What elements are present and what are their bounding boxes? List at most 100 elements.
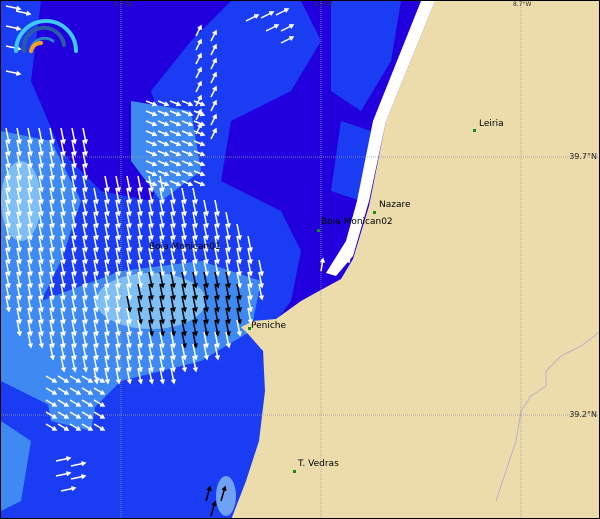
wave-arrow bbox=[247, 295, 253, 313]
wave-arrow bbox=[104, 295, 110, 313]
wave-arrow bbox=[81, 399, 94, 407]
wave-arrow bbox=[203, 199, 209, 217]
wave-arrow bbox=[126, 223, 132, 241]
wave-arrow bbox=[60, 199, 66, 217]
wave-arrow bbox=[93, 295, 99, 313]
wave-arrow bbox=[5, 199, 11, 217]
wave-arrow bbox=[195, 94, 202, 107]
wave-arrow bbox=[16, 163, 22, 181]
wave-arrow bbox=[148, 295, 154, 313]
wave-arrow bbox=[159, 175, 165, 193]
wave-arrow bbox=[82, 247, 88, 265]
wave-arrow bbox=[170, 223, 176, 241]
place-t-vedras[interactable]: T. Vedras bbox=[298, 459, 339, 469]
wave-arrow bbox=[137, 259, 143, 277]
wave-arrow bbox=[148, 307, 154, 325]
wave-arrow bbox=[170, 283, 176, 301]
wave-arrow bbox=[69, 411, 82, 419]
wave-arrow bbox=[203, 259, 209, 277]
wave-arrow bbox=[236, 271, 242, 289]
wave-arrow bbox=[60, 175, 66, 193]
wave-arrow bbox=[181, 247, 187, 265]
wave-arrow bbox=[126, 235, 132, 253]
wave-arrow bbox=[126, 187, 132, 205]
place-peniche[interactable]: Peniche bbox=[251, 321, 287, 331]
wave-arrow bbox=[181, 235, 187, 253]
wave-arrow bbox=[203, 319, 209, 337]
wave-arrow bbox=[137, 331, 143, 349]
shore-strip bbox=[326, 1, 435, 276]
buoy-monican02[interactable]: Boia Monican02 bbox=[321, 217, 393, 227]
wave-arrow bbox=[104, 187, 110, 205]
wave-arrow bbox=[193, 160, 206, 167]
wave-arrow bbox=[126, 331, 132, 349]
wave-arrow bbox=[71, 283, 77, 301]
wave-arrow bbox=[126, 283, 132, 301]
wave-arrow bbox=[115, 319, 121, 337]
wave-arrow bbox=[192, 319, 198, 337]
wave-arrow bbox=[193, 150, 206, 157]
wave-arrow bbox=[60, 127, 66, 145]
wave-arrow bbox=[16, 235, 22, 253]
wave-arrow bbox=[195, 80, 202, 93]
wave-arrow bbox=[49, 259, 55, 277]
wave-arrow bbox=[170, 295, 176, 313]
wave-direction-arrows bbox=[5, 5, 354, 517]
wave-arrow bbox=[82, 235, 88, 253]
wave-arrow bbox=[82, 127, 88, 145]
wave-arrow bbox=[169, 170, 182, 177]
wave-arrow bbox=[126, 271, 132, 289]
wave-arrow bbox=[181, 271, 187, 289]
wave-arrow bbox=[181, 160, 194, 167]
wave-arrow bbox=[225, 211, 231, 229]
wave-arrow bbox=[71, 343, 77, 361]
wave-arrow bbox=[159, 343, 165, 361]
wave-arrow bbox=[181, 355, 187, 373]
wave-arrow bbox=[137, 307, 143, 325]
wave-arrow bbox=[16, 295, 22, 313]
wave-arrow bbox=[16, 283, 22, 301]
wave-arrow bbox=[214, 271, 220, 289]
wave-arrow bbox=[159, 295, 165, 313]
wave-arrow bbox=[181, 180, 194, 187]
place-leiria[interactable]: Leiria bbox=[479, 119, 504, 129]
wave-arrow bbox=[137, 355, 143, 373]
wave-arrow bbox=[148, 331, 154, 349]
wave-arrow bbox=[49, 163, 55, 181]
wave-arrow bbox=[57, 411, 70, 419]
wave-arrow bbox=[82, 307, 88, 325]
wave-arrow bbox=[157, 150, 170, 157]
wave-arrow bbox=[214, 331, 220, 349]
wave-arrow bbox=[137, 343, 143, 361]
wave-arrow bbox=[115, 331, 121, 349]
wave-arrow bbox=[60, 331, 66, 349]
wave-arrow bbox=[45, 411, 58, 419]
wave-arrow bbox=[192, 247, 198, 265]
wave-arrow bbox=[38, 331, 44, 349]
wave-arrow bbox=[157, 110, 170, 117]
wave-arrow bbox=[115, 283, 121, 301]
wave-arrow bbox=[104, 271, 110, 289]
wave-arrow bbox=[214, 211, 220, 229]
wave-arrow bbox=[16, 247, 22, 265]
wave-arrow bbox=[195, 52, 202, 65]
wave-arrow bbox=[82, 319, 88, 337]
wave-arrow bbox=[93, 271, 99, 289]
wave-arrow bbox=[93, 259, 99, 277]
wave-arrow bbox=[57, 375, 70, 383]
wave-arrow bbox=[170, 199, 176, 217]
wave-arrow bbox=[148, 283, 154, 301]
wave-arrow bbox=[157, 180, 170, 187]
wave-arrow bbox=[203, 331, 209, 349]
buoy-monican01[interactable]: Boia Monican01 bbox=[149, 242, 221, 252]
wave-arrow bbox=[71, 223, 77, 241]
wave-arrow bbox=[104, 223, 110, 241]
wave-arrow bbox=[93, 247, 99, 265]
wave-arrow bbox=[347, 249, 354, 264]
place-nazare[interactable]: Nazare bbox=[379, 200, 411, 210]
wave-arrow bbox=[93, 387, 106, 395]
wave-arrow bbox=[104, 175, 110, 193]
